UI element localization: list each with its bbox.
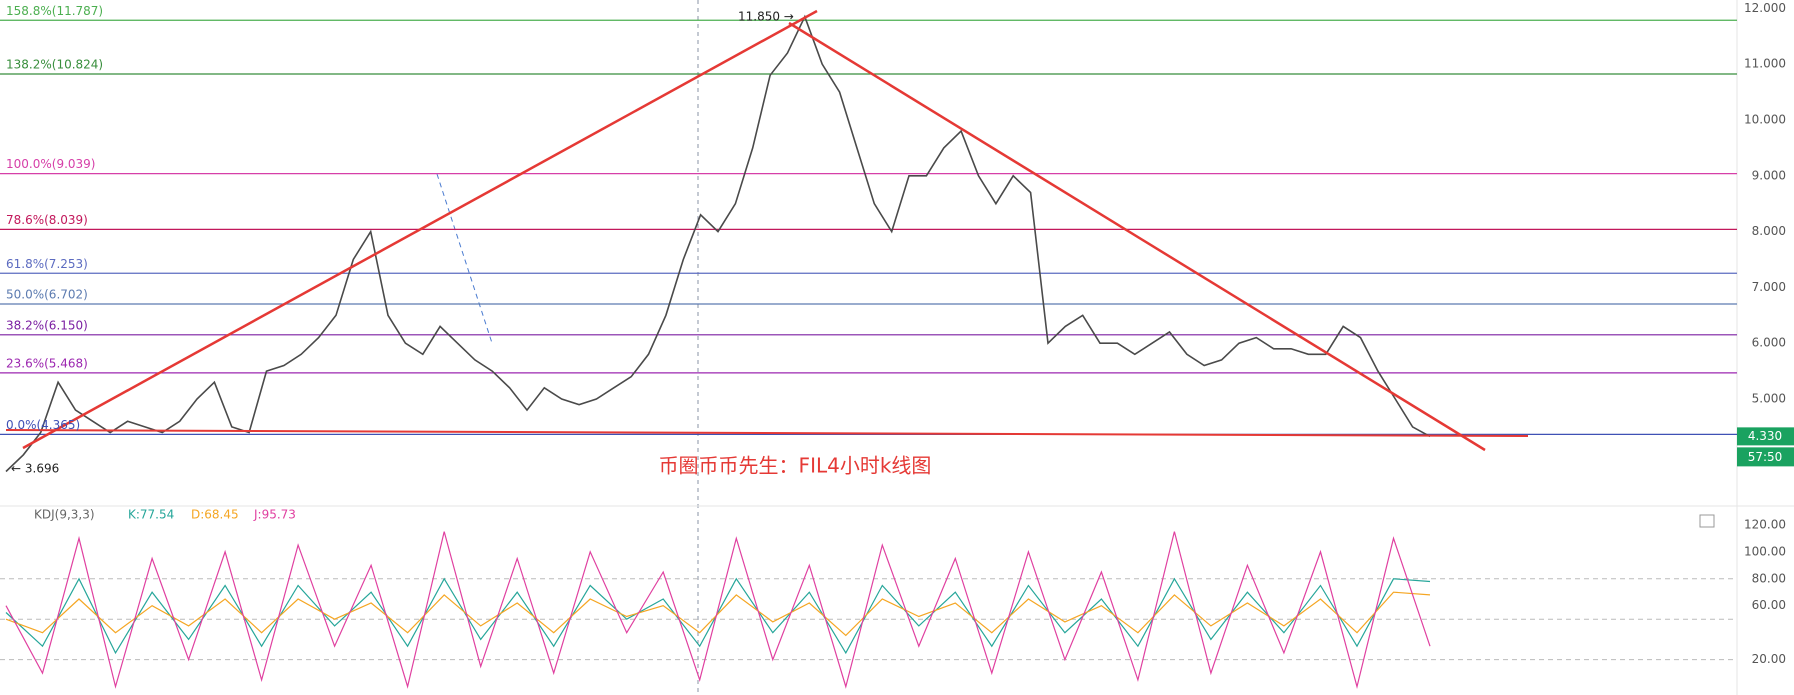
y-tick-label: 9.000 bbox=[1752, 168, 1786, 182]
y-tick-label: 80.00 bbox=[1752, 571, 1786, 585]
y-tick-label: 7.000 bbox=[1752, 280, 1786, 294]
fib-label: 23.6%(5.468) bbox=[6, 356, 88, 370]
fib-label: 50.0%(6.702) bbox=[6, 288, 88, 302]
maximize-icon[interactable] bbox=[1699, 514, 1715, 528]
fib-label: 78.6%(8.039) bbox=[6, 213, 88, 227]
fib-label: 61.8%(7.253) bbox=[6, 257, 88, 271]
fib-label: 100.0%(9.039) bbox=[6, 157, 95, 171]
last-price-tag bbox=[1737, 427, 1794, 446]
y-tick-label: 60.00 bbox=[1752, 598, 1786, 612]
series-line bbox=[5, 531, 1431, 689]
y-tick-label: 100.00 bbox=[1744, 544, 1786, 558]
series-line bbox=[5, 577, 1431, 655]
trendline bbox=[5, 429, 1529, 437]
legend-entry: K:77.54 bbox=[128, 508, 174, 522]
series-line bbox=[5, 591, 1431, 637]
y-tick-label: 120.00 bbox=[1744, 517, 1786, 531]
annotation: 币圈币币先生：FIL4小时k线图 bbox=[659, 454, 932, 478]
annotation: ← 3.696 bbox=[11, 462, 59, 476]
trendline bbox=[788, 21, 1486, 452]
y-tick-label: 12.000 bbox=[1744, 1, 1786, 15]
fib-label: 38.2%(6.150) bbox=[6, 318, 88, 332]
fib-label: 0.0%(4.365) bbox=[6, 418, 80, 432]
series-line bbox=[5, 14, 1431, 473]
dashed-trend bbox=[436, 173, 493, 344]
y-tick-label: 10.000 bbox=[1744, 112, 1786, 126]
fib-label: 158.8%(11.787) bbox=[6, 4, 103, 18]
countdown: 57:50 bbox=[1748, 450, 1783, 464]
y-tick-label: 6.000 bbox=[1752, 336, 1786, 350]
legend-entry: D:68.45 bbox=[191, 508, 239, 522]
fib-label: 138.2%(10.824) bbox=[6, 57, 103, 71]
annotation: 11.850 → bbox=[738, 10, 794, 24]
y-tick-label: 8.000 bbox=[1752, 224, 1786, 238]
y-tick-label: 11.000 bbox=[1744, 57, 1786, 71]
indicator-title: KDJ(9,3,3) bbox=[34, 508, 95, 522]
legend-entry: J:95.73 bbox=[253, 508, 296, 522]
plot bbox=[0, 14, 1737, 689]
countdown-tag bbox=[1737, 447, 1794, 467]
last-price-label: 4.330 bbox=[1748, 429, 1782, 443]
trendline bbox=[22, 9, 818, 450]
y-tick-label: 5.000 bbox=[1752, 391, 1786, 405]
y-tick-label: 20.00 bbox=[1752, 652, 1786, 666]
